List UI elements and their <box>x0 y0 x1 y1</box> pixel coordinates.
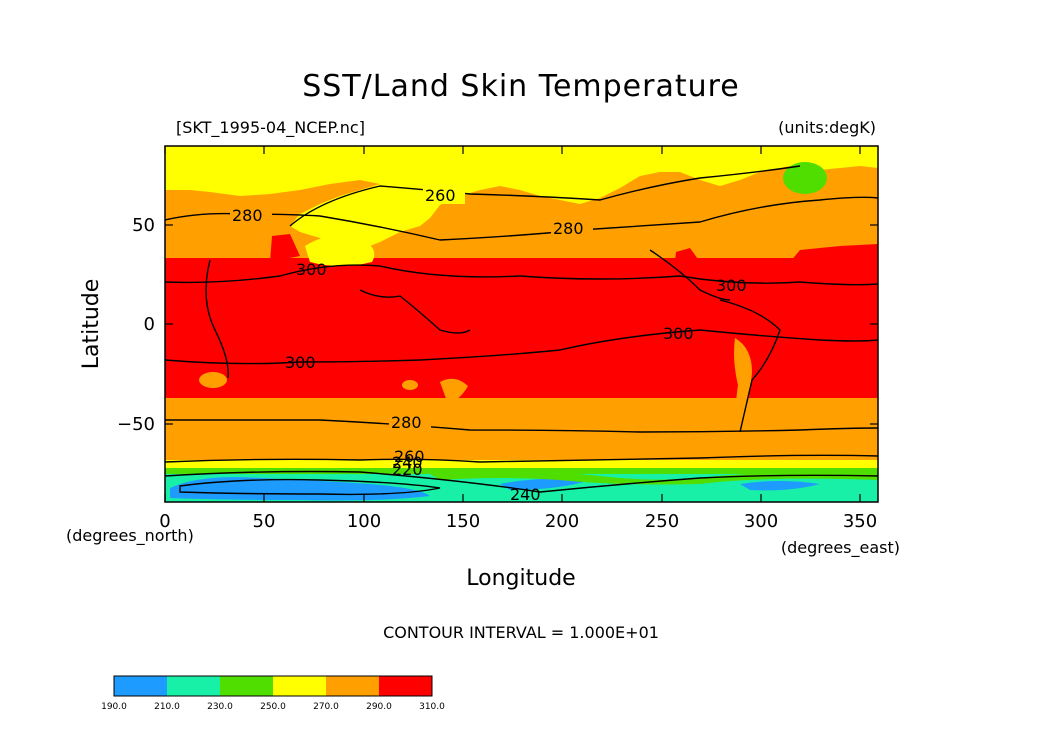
colorbar-tick-label: 250.0 <box>260 702 286 712</box>
colorbar-swatch-270-290 <box>326 676 379 696</box>
colorbar: 190.0 210.0 230.0 250.0 270.0 290.0 310.… <box>101 675 445 712</box>
tasmania-orange <box>402 380 418 390</box>
andes-orange <box>734 338 752 433</box>
contour-label-260-north: 260 <box>425 186 456 205</box>
band-orange-south <box>165 398 878 468</box>
y-tick-marks <box>165 224 878 425</box>
colorbar-tick-label: 310.0 <box>419 702 445 712</box>
colorbar-tick-label: 290.0 <box>366 702 392 712</box>
x-unit-label: (degrees_east) <box>781 538 900 558</box>
contour-label-240-south: 240 <box>392 453 423 472</box>
contour-label-300-america: 300 <box>716 276 747 295</box>
y-tick-label: −50 <box>117 414 155 435</box>
australia-orange <box>440 378 468 404</box>
colorbar-swatch-190-210 <box>114 676 167 696</box>
contour-300-south <box>165 329 878 365</box>
x-tick-label: 350 <box>843 511 877 532</box>
contour-label-300-indian: 300 <box>285 353 316 372</box>
contour-label-300-pacific: 300 <box>663 324 694 343</box>
colorbar-tick-label: 190.0 <box>101 702 127 712</box>
coast-africa <box>205 259 229 379</box>
y-unit-label: (degrees_north) <box>66 526 194 546</box>
coast-namerica <box>649 249 731 301</box>
colorbar-frame <box>113 675 433 697</box>
units-subtitle: (units:degK) <box>778 118 876 137</box>
contour-interval: CONTOUR INTERVAL = 1.000E+01 <box>383 623 659 642</box>
colorbar-tick-label: 270.0 <box>313 702 339 712</box>
tibet-yellow <box>305 235 375 266</box>
colorbar-swatch-230-250 <box>220 676 273 696</box>
y-tick-label: 0 <box>144 314 155 335</box>
x-tick-labels: 0 50 100 150 200 250 300 350 <box>159 511 877 532</box>
asia-warm <box>270 234 300 262</box>
antarctic-blue-core-3 <box>740 481 820 491</box>
atlantic-warm <box>790 244 878 262</box>
contour-label-280-pacific: 280 <box>553 219 584 238</box>
colorbar-swatch-250-270 <box>273 676 326 696</box>
contour-280-south <box>165 419 878 433</box>
contour-label-280-west: 280 <box>232 206 263 225</box>
plot-area: 260 280 280 300 300 300 300 280 260 240 … <box>165 146 878 504</box>
x-tick-label: 150 <box>446 511 480 532</box>
dataset-subtitle: [SKT_1995-04_NCEP.nc] <box>176 118 365 138</box>
contour-label-260-south: 260 <box>394 447 425 466</box>
antarctic-blue-core-2 <box>500 478 590 490</box>
x-tick-label: 300 <box>744 511 778 532</box>
chart-title: SST/Land Skin Temperature <box>302 69 740 104</box>
x-tick-label: 0 <box>159 511 170 532</box>
coast-samerica <box>719 299 781 433</box>
colorbar-tick-label: 230.0 <box>207 702 233 712</box>
contour-arctic-260 <box>289 165 801 227</box>
contour-220-south <box>179 478 441 496</box>
y-tick-label: 50 <box>132 215 155 236</box>
contour-240-south <box>165 470 878 493</box>
africa-south-orange <box>199 372 227 388</box>
x-tick-label: 200 <box>545 511 579 532</box>
band-red-tropics <box>165 258 878 408</box>
x-tick-label: 50 <box>253 511 276 532</box>
america-warm <box>675 248 700 262</box>
contour-label-300-asia: 300 <box>296 260 327 279</box>
colorbar-tick-label: 210.0 <box>154 702 180 712</box>
colorbar-swatch-290-310 <box>379 676 432 696</box>
contour-260-south <box>165 454 878 463</box>
contour-label-220-south: 220 <box>392 460 423 479</box>
x-tick-label: 100 <box>347 511 381 532</box>
greenland-green <box>783 162 827 194</box>
y-axis-label: Latitude <box>79 279 104 370</box>
antarctic-green-ring <box>430 471 878 485</box>
contour-300-north <box>165 264 878 286</box>
colorbar-swatch-210-230 <box>167 676 220 696</box>
contour-labels: 260 280 280 300 300 300 300 280 260 240 … <box>230 186 747 504</box>
contour-label-240-pacific: 240 <box>510 485 541 504</box>
x-tick-marks <box>164 146 861 502</box>
coast-asia <box>359 289 471 334</box>
y-tick-labels: 50 0 −50 <box>117 215 155 435</box>
x-tick-label: 250 <box>645 511 679 532</box>
x-axis-label: Longitude <box>466 566 575 591</box>
contour-label-280-south: 280 <box>391 413 422 432</box>
arctic-yellow-region <box>165 146 878 250</box>
